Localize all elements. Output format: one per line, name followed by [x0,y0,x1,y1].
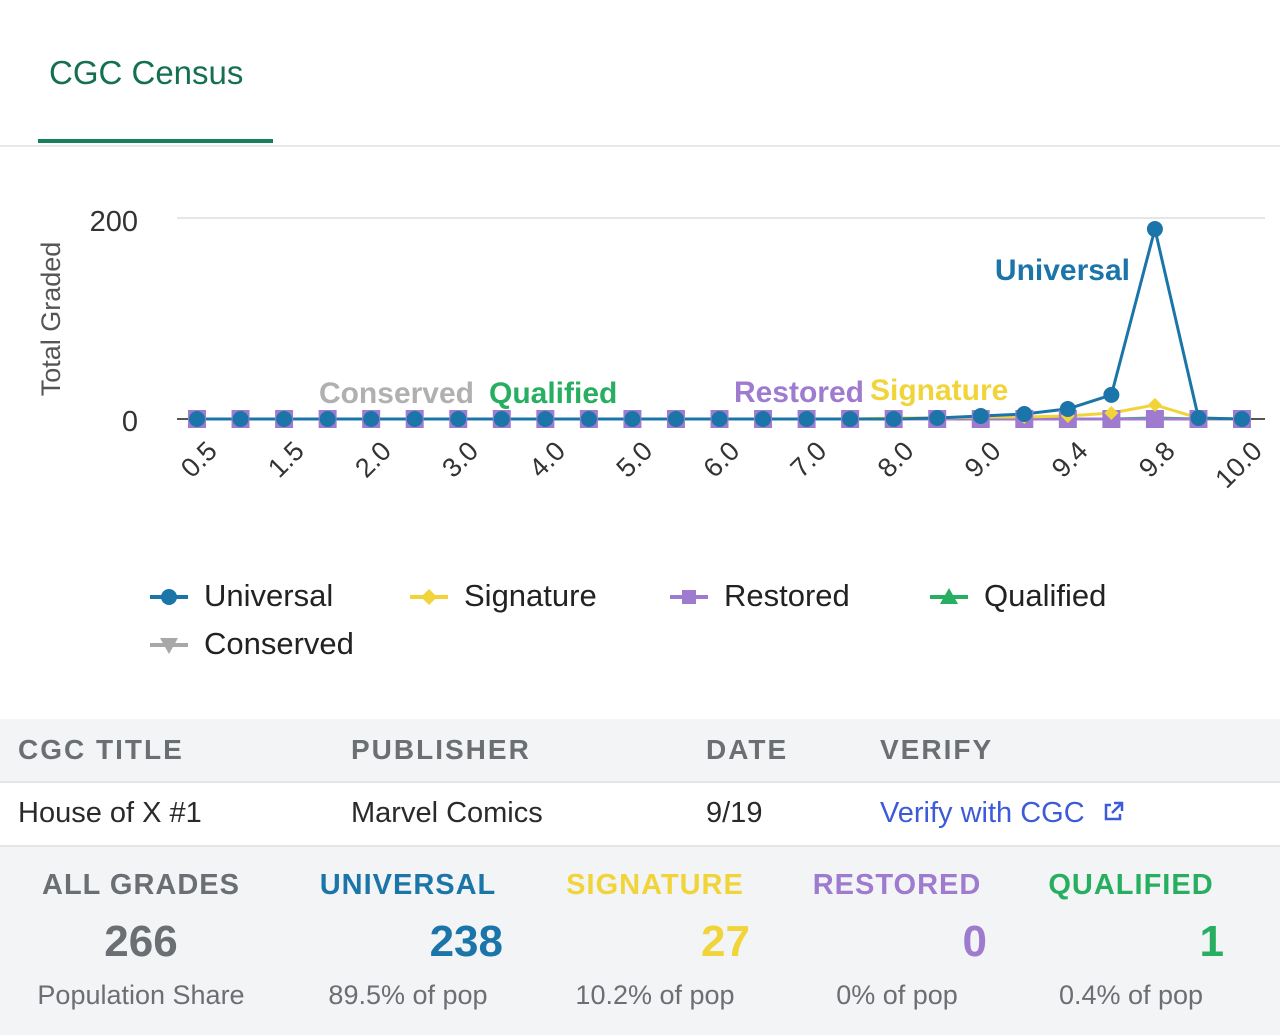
stat-label: SIGNATURE [566,869,744,901]
x-tick-label: 7.0 [785,436,833,484]
data-point-universal[interactable] [406,411,423,427]
legend-label: Qualified [984,578,1107,613]
stat-label: UNIVERSAL [319,869,497,901]
x-tick-label: 4.0 [523,436,571,484]
x-tick-label: 8.0 [872,436,920,484]
census-chart: Total Graded 200 0 0.5 1.5 2.0 3.0 4.0 5.0 6.0… [36,206,1268,494]
cell-publisher: Marvel Comics [351,797,543,829]
data-point-universal[interactable] [276,411,293,427]
data-point-universal[interactable] [842,411,859,427]
data-point-universal[interactable] [493,411,510,427]
stat-sub: Population Share [37,980,245,1010]
data-point-universal[interactable] [1059,400,1076,417]
stat-sub: 10.2% of pop [575,980,735,1010]
stat-value: 1 [1199,917,1224,966]
data-point-universal[interactable] [624,411,641,427]
stat-sub: 0% of pop [836,980,958,1010]
tab-label: CGC Census [49,54,244,91]
stat-label: RESTORED [812,869,982,901]
data-point-universal[interactable] [1016,405,1033,422]
series-annotation-qualified: Qualified [489,377,617,410]
data-point-universal[interactable] [450,411,467,427]
data-point-universal[interactable] [580,411,597,427]
data-point-universal[interactable] [1190,409,1207,426]
tab-cgc-census[interactable]: CGC Census [38,0,273,143]
series-annotation-universal: Universal [995,254,1130,287]
diamond-marker-icon [410,589,448,605]
x-tick-label: 3.0 [436,436,484,484]
data-point-universal[interactable] [929,409,946,426]
verify-with-cgc-link[interactable]: Verify with CGC [880,797,1125,830]
data-point-signature[interactable] [1147,397,1162,412]
data-point-universal[interactable] [189,411,205,427]
data-point-universal[interactable] [232,411,249,427]
data-point-universal[interactable] [537,411,554,427]
x-tick-label: 2.0 [349,436,397,484]
stat-value: 266 [104,917,178,966]
data-point-signature[interactable] [1104,405,1119,420]
data-point-universal[interactable] [711,411,728,427]
x-tick-label: 9.4 [1046,436,1094,484]
x-tick-label: 6.0 [698,436,746,484]
data-point-universal[interactable] [798,411,815,427]
stat-label: QUALIFIED [1048,869,1214,901]
data-point-universal[interactable] [363,411,380,427]
triangle-down-marker-icon [150,638,188,654]
population-stats: ALL GRADES 266 Population Share UNIVERSA… [0,847,1280,1035]
verify-link-label: Verify with CGC [880,797,1085,829]
header-publisher: PUBLISHER [351,734,531,765]
series-annotation-conserved: Conserved [319,377,474,410]
data-point-universal[interactable] [1234,411,1250,427]
stat-sub: 89.5% of pop [328,980,488,1010]
x-tick-label: 10.0 [1209,436,1267,494]
data-point-universal[interactable] [319,411,336,427]
x-tick-label: 1.5 [262,436,310,484]
table-row: House of X #1 Marvel Comics 9/19 Verify … [0,783,1280,847]
data-point-restored[interactable] [1145,410,1164,428]
data-point-universal[interactable] [667,411,684,427]
data-point-universal[interactable] [755,411,772,427]
external-link-icon [1104,801,1123,821]
header-verify: VERIFY [880,734,994,765]
table-header: CGC TITLE PUBLISHER DATE VERIFY [0,719,1280,783]
cell-title: House of X #1 [18,797,202,829]
triangle-marker-icon [930,588,968,604]
legend-label: Conserved [204,626,354,661]
x-tick-label: 9.0 [959,436,1007,484]
y-tick-label: 0 [122,406,138,438]
series-annotation-restored: Restored [734,376,864,409]
data-point-universal[interactable] [1146,221,1163,238]
legend-label: Signature [464,578,597,613]
header-cgc-title: CGC TITLE [18,734,184,765]
header-date: DATE [706,734,789,765]
x-tick-label: 9.8 [1133,436,1181,484]
x-tick-label: 0.5 [175,436,223,484]
stat-value: 27 [701,917,750,966]
data-point-universal[interactable] [972,407,989,424]
y-tick-label: 200 [90,206,138,238]
y-axis-label: Total Graded [36,242,66,397]
stat-value: 0 [962,917,987,966]
legend-label: Universal [204,578,334,613]
circle-marker-icon [150,589,188,605]
tab-bar: CGC Census [0,0,1280,147]
stat-sub: 0.4% of pop [1058,980,1204,1010]
data-point-universal[interactable] [885,411,902,427]
data-point-universal[interactable] [1103,386,1120,403]
stat-label: ALL GRADES [42,869,240,901]
stat-value: 238 [429,917,503,966]
x-tick-label: 5.0 [610,436,658,484]
series-annotation-signature: Signature [870,374,1008,407]
square-marker-icon [670,590,708,604]
legend-label: Restored [724,578,850,613]
cell-date: 9/19 [706,797,763,829]
